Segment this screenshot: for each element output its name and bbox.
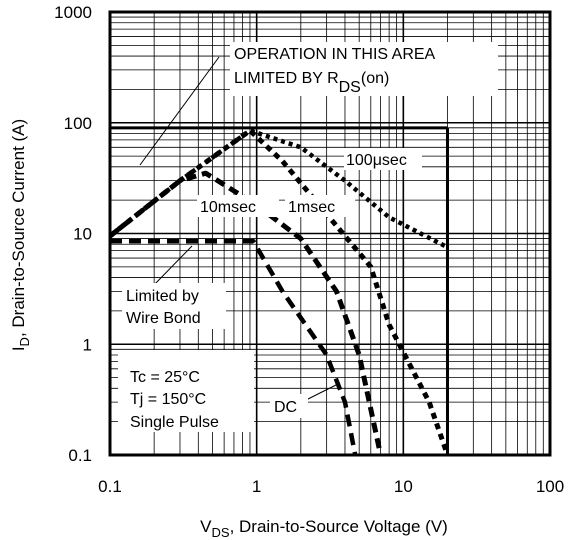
- x-axis-title-rest: , Drain-to-Source Voltage (V): [230, 517, 448, 536]
- y-tick-label: 0.1: [68, 446, 92, 465]
- wire-bond-label-line2: Wire Bond: [126, 310, 201, 327]
- label-10ms: 10msec: [200, 199, 256, 216]
- operation-area-label-main: LIMITED BY R: [234, 70, 339, 87]
- y-tick-label: 1000: [54, 3, 92, 22]
- y-axis-title: ID, Drain-to-Source Current (A): [9, 119, 32, 351]
- label-dc: DC: [274, 399, 297, 416]
- y-tick-labels: 1000 100 10 1 0.1: [54, 3, 92, 465]
- x-axis-title: VDS, Drain-to-Source Voltage (V): [200, 517, 448, 540]
- y-tick-label: 100: [64, 114, 92, 133]
- x-tick-label: 0.1: [98, 477, 122, 496]
- condition-tj: Tj = 150°C: [130, 391, 206, 408]
- y-axis-title-rest: , Drain-to-Source Current (A): [9, 119, 28, 337]
- x-tick-label: 1: [252, 477, 261, 496]
- annotation-leaders: [140, 57, 338, 400]
- x-tick-label: 100: [536, 477, 564, 496]
- x-axis-title-sub: DS: [212, 525, 230, 540]
- x-tick-labels: 0.1 1 10 100: [98, 477, 564, 496]
- y-tick-label: 1: [83, 335, 92, 354]
- dc-leader: [306, 384, 338, 400]
- wire-bond-label-line1: Limited by: [126, 288, 199, 305]
- x-axis-title-main: V: [200, 517, 212, 536]
- condition-single-pulse: Single Pulse: [130, 414, 219, 431]
- operation-area-label-line1: OPERATION IN THIS AREA: [234, 46, 436, 63]
- operation-area-label-tail: (on): [361, 70, 389, 87]
- label-1ms: 1msec: [288, 199, 335, 216]
- condition-tc: Tc = 25°C: [130, 369, 200, 386]
- x-tick-label: 10: [394, 477, 413, 496]
- y-axis-title-sub: D: [17, 337, 32, 346]
- y-tick-label: 10: [73, 225, 92, 244]
- operation-area-label-sub: DS: [339, 79, 361, 96]
- operation-area-leader: [140, 57, 219, 165]
- label-100us: 100μsec: [346, 152, 407, 169]
